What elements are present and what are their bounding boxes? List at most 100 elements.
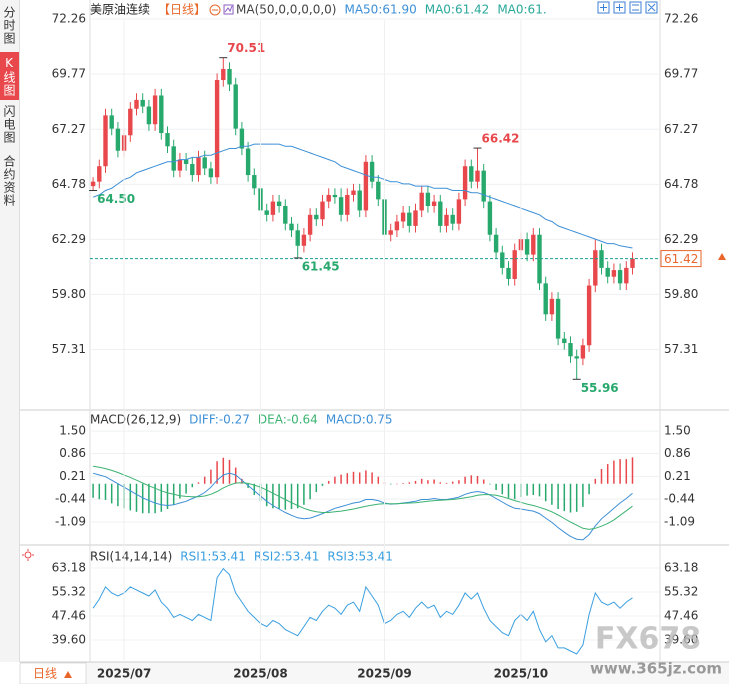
- macd-bar: [210, 469, 212, 484]
- annotation: 66.42: [482, 132, 520, 146]
- macd-bar: [489, 483, 491, 485]
- legend-entry: 美原油连续: [90, 2, 150, 17]
- y-tick-label: -0.44: [55, 492, 86, 506]
- candle-body: [103, 115, 108, 167]
- macd-bar: [377, 476, 380, 484]
- macd-bar: [594, 478, 597, 484]
- macd-bar: [117, 483, 119, 507]
- macd-bar: [166, 483, 169, 510]
- tool-icon[interactable]: [613, 1, 626, 14]
- candle-body: [400, 212, 406, 222]
- tab[interactable]: 分时图: [2, 5, 16, 45]
- macd-bar: [495, 483, 497, 491]
- legend-entry: MACD:0.75: [326, 413, 393, 427]
- macd-bar: [284, 483, 287, 510]
- y-tick-label-right: 59.80: [664, 287, 698, 301]
- period-button-box[interactable]: [19, 662, 87, 684]
- x-tick-label: 2025/08: [233, 667, 287, 681]
- macd-bar: [315, 483, 318, 493]
- macd-bar: [513, 483, 516, 500]
- y-tick-label: 0.86: [59, 446, 86, 460]
- macd-bar: [538, 483, 541, 497]
- rsi-icon: [22, 549, 34, 561]
- candle-body: [438, 201, 443, 226]
- macd-bar: [234, 467, 237, 484]
- y-tick-label: 72.26: [52, 12, 86, 26]
- macd-bar: [464, 476, 466, 484]
- annotation: 70.51: [227, 41, 265, 55]
- candle-body: [605, 267, 610, 277]
- macd-bar: [532, 483, 535, 495]
- macd-bar: [582, 483, 584, 507]
- candle-body: [506, 267, 511, 279]
- y-tick-label-right: 1.50: [664, 424, 691, 438]
- y-tick-label-right: 63.18: [664, 561, 698, 575]
- candle-body: [593, 250, 598, 286]
- candle-body: [289, 223, 294, 231]
- x-tick-label: 2025/07: [97, 667, 151, 681]
- macd-bar: [470, 475, 473, 484]
- candle-body: [586, 285, 592, 346]
- y-tick-label: 55.32: [52, 585, 86, 599]
- candle-body: [407, 212, 412, 226]
- ma-icon: [224, 5, 233, 13]
- tab[interactable]: 合约资料: [2, 155, 16, 207]
- macd-bar: [253, 483, 256, 495]
- macd-bar: [191, 483, 194, 488]
- candle-body: [562, 338, 567, 344]
- candle-body: [369, 161, 375, 182]
- macd-bar: [371, 472, 373, 484]
- y-tick-label: 63.18: [52, 561, 86, 575]
- macd-bar: [551, 483, 553, 505]
- legend-entry: MA50:61.90: [344, 3, 416, 17]
- legend-entry: MA(50,0,0,0,0,0): [236, 3, 336, 17]
- macd-bar: [334, 476, 336, 484]
- macd-bar: [458, 480, 460, 484]
- candle-body: [531, 234, 536, 255]
- candle-body: [376, 181, 381, 200]
- series-line: [92, 567, 633, 655]
- tab[interactable]: 闪电图: [2, 104, 16, 144]
- macd-bar: [619, 459, 621, 484]
- tool-icon[interactable]: [597, 1, 610, 14]
- y-tick-label-right: 72.26: [664, 12, 698, 26]
- candle-body: [245, 148, 251, 176]
- macd-bar: [216, 461, 218, 484]
- y-tick-label: 57.31: [52, 342, 86, 356]
- candle-body: [314, 214, 319, 220]
- macd-bar: [104, 483, 107, 500]
- candle-body: [307, 214, 313, 235]
- legend-entry: RSI1:53.41: [180, 550, 246, 564]
- y-tick-label: 39.60: [52, 632, 86, 646]
- y-tick-label: 47.46: [52, 608, 86, 622]
- y-tick-label-right: 67.27: [664, 122, 698, 136]
- macd-bar: [309, 483, 311, 500]
- y-tick-label: 64.78: [52, 177, 86, 191]
- tool-icon[interactable]: [629, 1, 642, 14]
- period-arrow[interactable]: [64, 671, 72, 678]
- macd-bar: [501, 483, 504, 495]
- candle-body: [444, 214, 449, 226]
- annotation: 64.50: [97, 192, 135, 206]
- y-tick-label: 67.27: [52, 122, 86, 136]
- legend-entry: MACD(26,12,9): [90, 413, 181, 427]
- tab-active[interactable]: K线图: [0, 52, 19, 100]
- period-button[interactable]: 日线: [33, 667, 57, 681]
- last-price-arrow: [718, 253, 726, 260]
- candle-body: [134, 99, 139, 109]
- sidebar: 分时图 K线图 闪电图 合约资料: [0, 0, 20, 662]
- tool-icon[interactable]: [645, 1, 658, 14]
- candle-body: [493, 234, 499, 253]
- y-tick-label-right: -0.44: [664, 492, 695, 506]
- candle-body: [543, 283, 548, 315]
- macd-bar: [433, 479, 435, 484]
- candle-body: [177, 159, 183, 171]
- macd-bar: [185, 483, 187, 494]
- macd-bar: [365, 470, 367, 484]
- macd-bar: [588, 483, 590, 495]
- y-tick-label: 1.50: [59, 424, 86, 438]
- y-tick-label-right: 64.78: [664, 177, 698, 191]
- series-line: [92, 143, 633, 249]
- candle-body: [301, 234, 307, 246]
